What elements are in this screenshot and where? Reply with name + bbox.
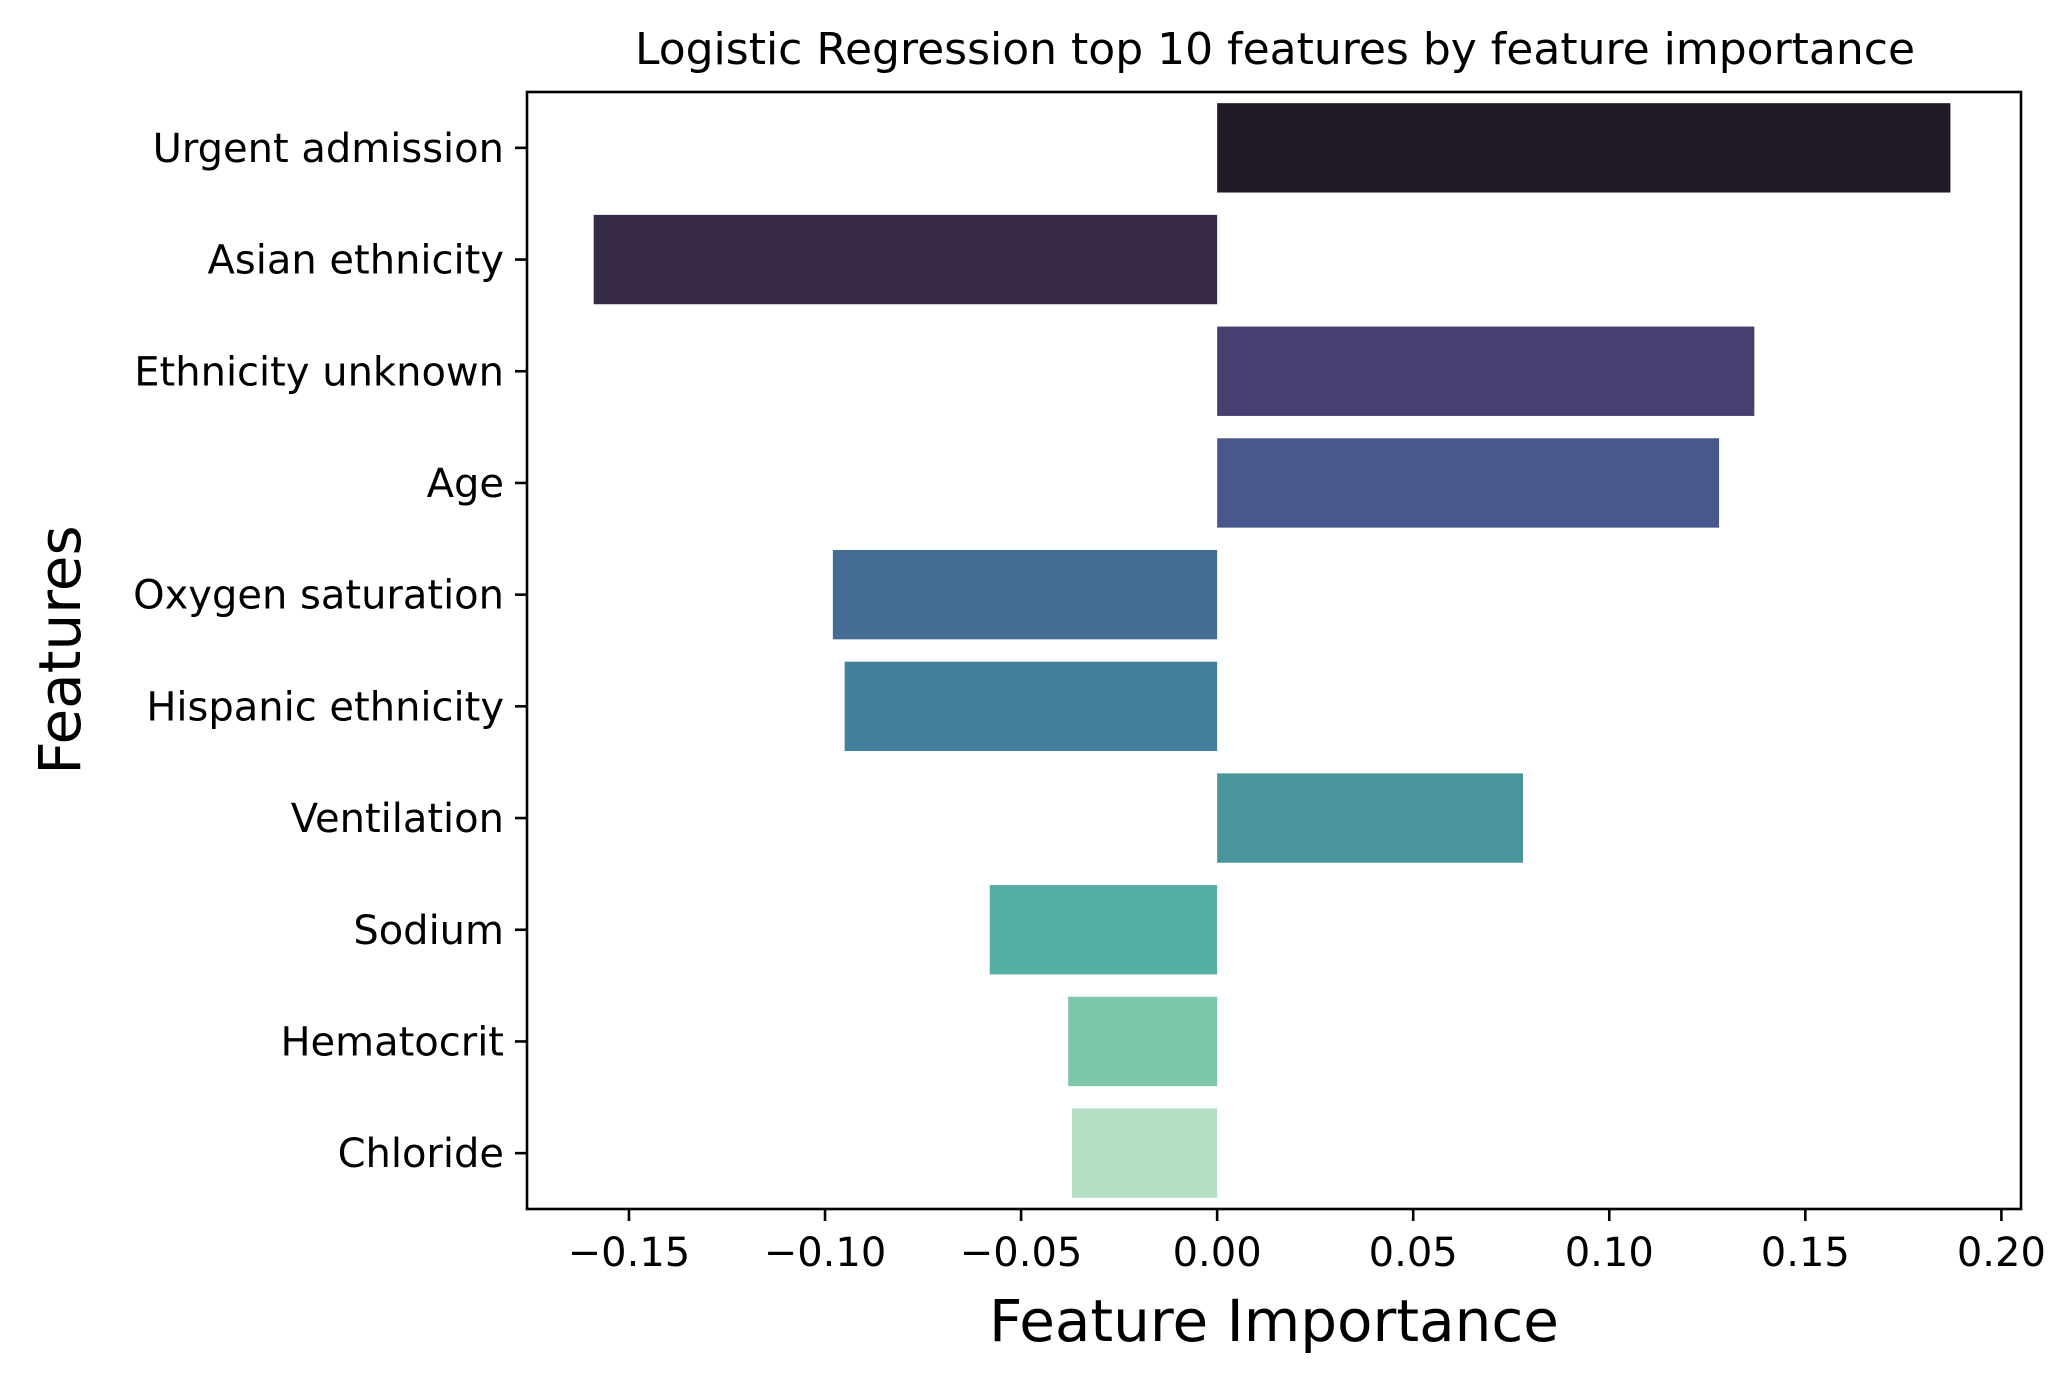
bar-chloride bbox=[1072, 1108, 1218, 1198]
x-tick-label: −0.15 bbox=[568, 1230, 691, 1276]
bar-hematocrit bbox=[1068, 996, 1218, 1087]
x-tick-label: 0.05 bbox=[1369, 1230, 1458, 1276]
y-tick-label: Hispanic ethnicity bbox=[146, 684, 504, 730]
y-tick-label: Asian ethnicity bbox=[208, 238, 504, 284]
x-tick-label: 0.10 bbox=[1565, 1230, 1654, 1276]
bar-age bbox=[1217, 438, 1720, 528]
bar-sodium bbox=[989, 885, 1218, 975]
plot-area-frame bbox=[525, 90, 2023, 1211]
y-tick-label: Urgent admission bbox=[153, 126, 504, 172]
x-tick-label: −0.10 bbox=[764, 1230, 887, 1276]
x-tick-label: 0.15 bbox=[1761, 1230, 1850, 1276]
x-axis: −0.15 −0.10 −0.05 0.00 0.05 0.10 0.15 0.20 bbox=[568, 1209, 2046, 1276]
chart-title: Logistic Regression top 10 features by f… bbox=[635, 24, 1915, 75]
y-tick-label: Chloride bbox=[338, 1131, 504, 1177]
bar-ventilation bbox=[1217, 773, 1523, 863]
bar-ethnicity-unknown bbox=[1217, 326, 1755, 416]
bar-asian-ethnicity bbox=[593, 214, 1218, 305]
y-tick-label: Age bbox=[427, 461, 504, 507]
bar-urgent-admission bbox=[1217, 103, 1951, 193]
y-tick-label: Hematocrit bbox=[280, 1019, 504, 1065]
x-tick-label: 0.00 bbox=[1173, 1230, 1262, 1276]
bar-oxygen-saturation bbox=[832, 549, 1218, 640]
y-axis: Urgent admission Asian ethnicity Ethnicity… bbox=[133, 126, 527, 1177]
y-tick-label: Oxygen saturation bbox=[133, 573, 504, 619]
y-axis-label: Features bbox=[26, 525, 94, 774]
bar-hispanic-ethnicity bbox=[844, 661, 1218, 752]
y-tick-label: Ethnicity unknown bbox=[134, 349, 504, 395]
y-tick-label: Ventilation bbox=[291, 796, 504, 842]
x-tick-label: 0.20 bbox=[1957, 1230, 2046, 1276]
y-tick-label: Sodium bbox=[353, 908, 504, 954]
x-axis-label: Feature Importance bbox=[989, 1287, 1559, 1355]
x-tick-label: −0.05 bbox=[960, 1230, 1083, 1276]
bars-layer bbox=[593, 103, 1951, 1198]
